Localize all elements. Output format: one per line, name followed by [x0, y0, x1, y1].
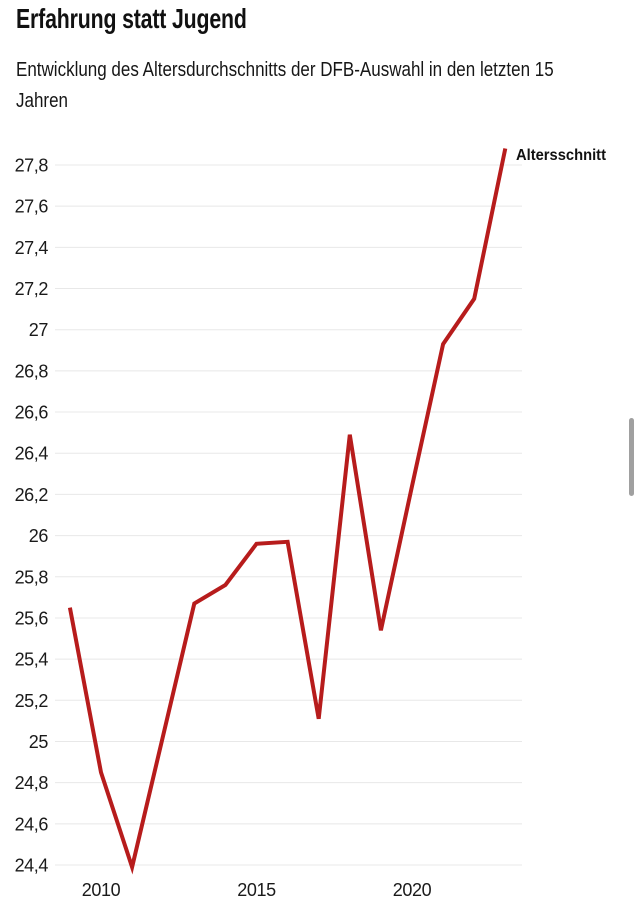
- x-tick-label: 2020: [393, 880, 432, 900]
- series-direct-label: Altersschnitt: [516, 147, 606, 164]
- y-tick-label: 25,8: [15, 567, 49, 587]
- y-tick-label: 26: [29, 526, 49, 546]
- page-subtitle: Entwicklung des Altersdurchschnitts der …: [16, 55, 640, 117]
- subtitle-line-2: Jahren: [16, 90, 68, 112]
- y-tick-label: 25: [29, 732, 49, 752]
- x-tick-label: 2015: [237, 880, 276, 900]
- y-tick-label: 27,6: [15, 197, 49, 217]
- y-tick-label: 24,8: [15, 773, 49, 793]
- y-tick-label: 26,6: [15, 403, 49, 423]
- page-title: Erfahrung statt Jugend: [16, 3, 247, 34]
- subtitle-line-1: Entwicklung des Altersdurchschnitts der …: [16, 59, 554, 81]
- y-tick-label: 27,4: [15, 238, 49, 258]
- y-tick-label: 25,4: [15, 650, 49, 670]
- y-tick-label: 26,8: [15, 361, 49, 381]
- y-tick-label: 24,4: [15, 856, 49, 876]
- chart-area: 24,4 24,6 24,8 25 25,2 25,4 25,6 25,8 26 26,2 26,4…: [0, 130, 640, 906]
- y-tick-label: 25,2: [15, 691, 49, 711]
- y-tick-label: 26,2: [15, 485, 49, 505]
- y-tick-label: 25,6: [15, 608, 49, 628]
- y-tick-label: 27,2: [15, 279, 49, 299]
- y-tick-label: 24,6: [15, 814, 49, 834]
- data-line-altersschnitt: [67, 148, 508, 875]
- x-tick-label: 2010: [82, 880, 121, 900]
- vertical-scrollbar-thumb[interactable]: [629, 418, 634, 496]
- y-tick-label: 27: [29, 320, 49, 340]
- line-chart: 24,4 24,6 24,8 25 25,2 25,4 25,6 25,8 26 26,2 26,4…: [15, 148, 522, 900]
- y-tick-label: 27,8: [15, 156, 49, 176]
- y-tick-label: 26,4: [15, 444, 49, 464]
